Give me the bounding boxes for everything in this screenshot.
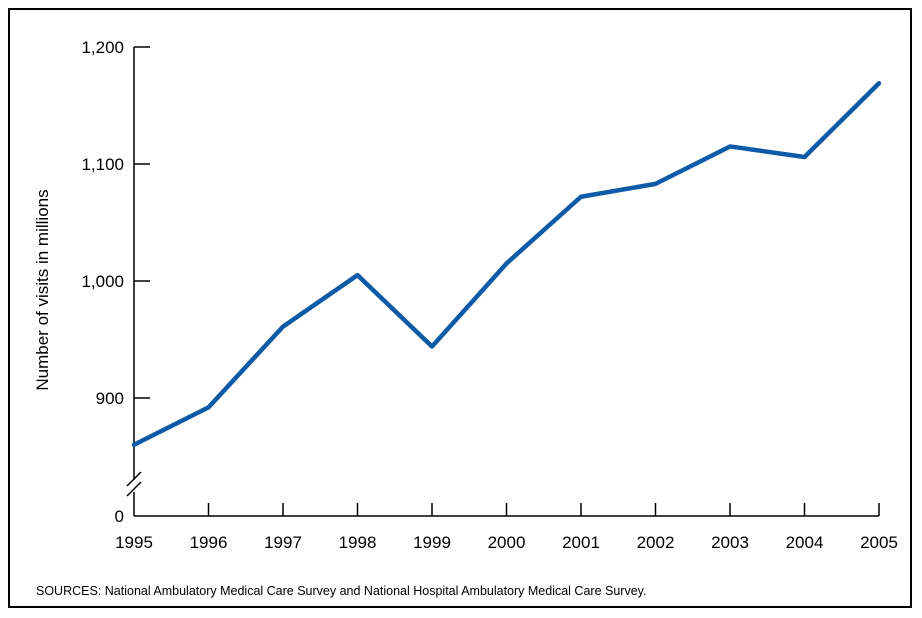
- x-tick-label: 1997: [264, 533, 302, 552]
- axis-break-mark: [126, 481, 142, 497]
- x-ticks: 1995 1996 1997 1998 1999 2000 2001 2002 2003 2004…: [115, 503, 898, 552]
- x-tick-label: 1996: [190, 533, 228, 552]
- x-tick-label: 2004: [786, 533, 824, 552]
- x-tick-label: 1999: [413, 533, 451, 552]
- x-tick-label: 2003: [711, 533, 749, 552]
- axes: [126, 47, 879, 517]
- x-tick-label: 2005: [860, 533, 898, 552]
- y-axis-title: Number of visits in millions: [33, 189, 52, 390]
- chart-frame: [8, 8, 912, 608]
- x-tick-label: 2001: [562, 533, 600, 552]
- series-group: [131, 81, 882, 448]
- axis-break-mark: [126, 471, 142, 487]
- y-tick-label: 1,200: [81, 38, 124, 57]
- x-tick-label: 1995: [115, 533, 153, 552]
- source-note: SOURCES: National Ambulatory Medical Car…: [36, 584, 647, 598]
- y-tick-label: 1,000: [81, 272, 124, 291]
- x-tick-label: 2000: [488, 533, 526, 552]
- x-tick-label: 1998: [339, 533, 377, 552]
- y-tick-label-zero: 0: [115, 507, 124, 526]
- y-tick-label: 1,100: [81, 155, 124, 174]
- series-line: [131, 81, 882, 448]
- y-tick-label: 900: [96, 389, 124, 408]
- x-tick-label: 2002: [637, 533, 675, 552]
- y-ticks: 900 1,000 1,100 1,200 0: [81, 38, 150, 526]
